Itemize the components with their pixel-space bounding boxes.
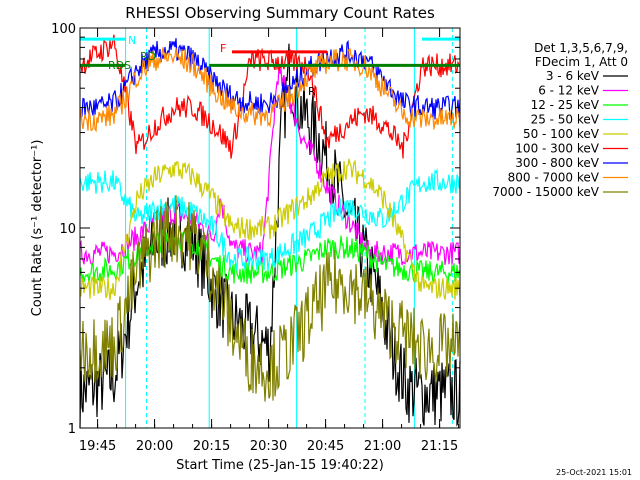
x-tick-label: 20:30 bbox=[250, 439, 287, 454]
legend-entry-label: 800 - 7000 keV bbox=[508, 171, 600, 185]
series-line-25-50-kev bbox=[79, 167, 461, 271]
flag-label-f: F bbox=[220, 42, 226, 55]
y-axis: 1 10 100 bbox=[51, 22, 460, 437]
series-line-6-12-kev bbox=[79, 66, 461, 266]
legend-header-line-1: Det 1,3,5,6,7,9, bbox=[534, 41, 628, 55]
x-tick-label: 20:00 bbox=[136, 439, 173, 454]
legend-entry-label: 7000 - 15000 keV bbox=[492, 185, 599, 199]
flag-label-rd: RD bbox=[140, 50, 156, 63]
legend-entry-label: 50 - 100 keV bbox=[523, 127, 600, 141]
chart-title: RHESSI Observing Summary Count Rates bbox=[125, 4, 435, 22]
flag-label-n: N bbox=[128, 34, 136, 47]
series-line-300-800-kev bbox=[79, 38, 461, 120]
series-line-7000-15000-kev bbox=[79, 195, 461, 402]
y-tick-label: 100 bbox=[51, 22, 76, 37]
x-tick-label: 21:00 bbox=[364, 439, 401, 454]
flag-label-rds: RDS bbox=[108, 59, 131, 72]
x-tick-label: 20:15 bbox=[193, 439, 230, 454]
series-line-50-100-kev bbox=[79, 158, 461, 301]
flag-label-r: R bbox=[308, 85, 316, 98]
x-axis-label: Start Time (25-Jan-15 19:40:22) bbox=[176, 458, 384, 473]
x-tick-label: 20:45 bbox=[307, 439, 344, 454]
footer-date: 25-Oct-2021 15:01 bbox=[556, 468, 632, 477]
y-tick-label: 10 bbox=[59, 222, 76, 237]
legend-entry-label: 3 - 6 keV bbox=[546, 69, 600, 83]
y-axis-label: Count Rate (s⁻¹ detector⁻¹) bbox=[30, 140, 45, 317]
x-tick-label: 19:45 bbox=[79, 439, 116, 454]
series-line-800-7000-kev bbox=[79, 47, 461, 133]
legend-header-line-2: FDecim 1, Att 0 bbox=[535, 55, 628, 69]
x-axis: 19:45 20:00 20:15 20:30 20:45 21:00 21:15 bbox=[79, 28, 460, 454]
legend-entry-label: 6 - 12 keV bbox=[538, 84, 600, 98]
legend-entry-label: 12 - 25 keV bbox=[531, 98, 600, 112]
legend-entry-label: 300 - 800 keV bbox=[515, 156, 599, 170]
legend-entry-label: 25 - 50 keV bbox=[531, 113, 600, 127]
y-tick-label: 1 bbox=[68, 422, 76, 437]
legend-entry-label: 100 - 300 keV bbox=[515, 142, 599, 156]
x-tick-label: 21:15 bbox=[421, 439, 458, 454]
series-line-3-6-kev bbox=[79, 43, 461, 429]
plot-area bbox=[79, 28, 461, 429]
